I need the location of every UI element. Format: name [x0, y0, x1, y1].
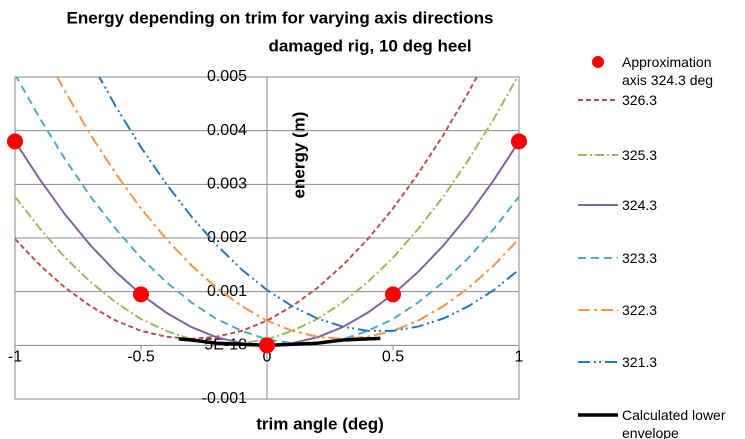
- data-point: [133, 286, 149, 303]
- legend-label: 321.3: [622, 354, 658, 370]
- legend-item: 325.3: [622, 147, 658, 163]
- legend-marker: [592, 56, 604, 68]
- legend-item: 326.3: [622, 92, 658, 108]
- legend-item: 321.3: [622, 354, 658, 370]
- legend-item: Calculated lower envelope: [622, 407, 726, 439]
- data-point: [511, 133, 527, 150]
- legend-label: 324.3: [622, 197, 658, 213]
- chart-title: Energy depending on trim for varying axi…: [67, 8, 494, 27]
- y-tick-label: -0.001: [202, 390, 247, 407]
- x-tick-label: -0.5: [127, 349, 155, 366]
- legend-label: 323.3: [622, 250, 658, 266]
- y-tick-label: 0.004: [207, 122, 247, 139]
- legend-item: Approximation axis 324.3 deg: [622, 54, 714, 88]
- legend-label: 326.3: [622, 92, 658, 108]
- legend-item: 324.3: [622, 197, 658, 213]
- series-line: [98, 77, 519, 332]
- x-tick-label: 1: [515, 349, 524, 366]
- legend-item: 322.3: [622, 302, 658, 318]
- legend-label: 325.3: [622, 147, 658, 163]
- data-point: [259, 337, 275, 354]
- chart-subtitle: damaged rig, 10 deg heel: [268, 36, 471, 55]
- series-line: [15, 77, 519, 345]
- y-tick-label: 0.002: [207, 229, 247, 246]
- legend-label: 322.3: [622, 302, 658, 318]
- data-point: [385, 286, 401, 303]
- series-line: [56, 77, 519, 340]
- y-tick-label: 0.001: [207, 283, 247, 300]
- series-line: [15, 77, 478, 340]
- legend-item: 323.3: [622, 250, 658, 266]
- x-tick-label: 0: [263, 349, 272, 366]
- series-line: [178, 336, 381, 348]
- x-tick-label: -1: [8, 349, 22, 366]
- legend-label: Calculated lower envelope: [622, 407, 726, 439]
- legend-label: Approximation axis 324.3 deg: [622, 54, 714, 88]
- x-tick-label: 0.5: [382, 349, 404, 366]
- x-axis-title: trim angle (deg): [256, 414, 384, 433]
- y-tick-label: 0.005: [207, 68, 247, 85]
- y-axis-title: energy (m): [289, 112, 308, 199]
- data-point: [7, 133, 23, 150]
- y-tick-label: 0.003: [207, 176, 247, 193]
